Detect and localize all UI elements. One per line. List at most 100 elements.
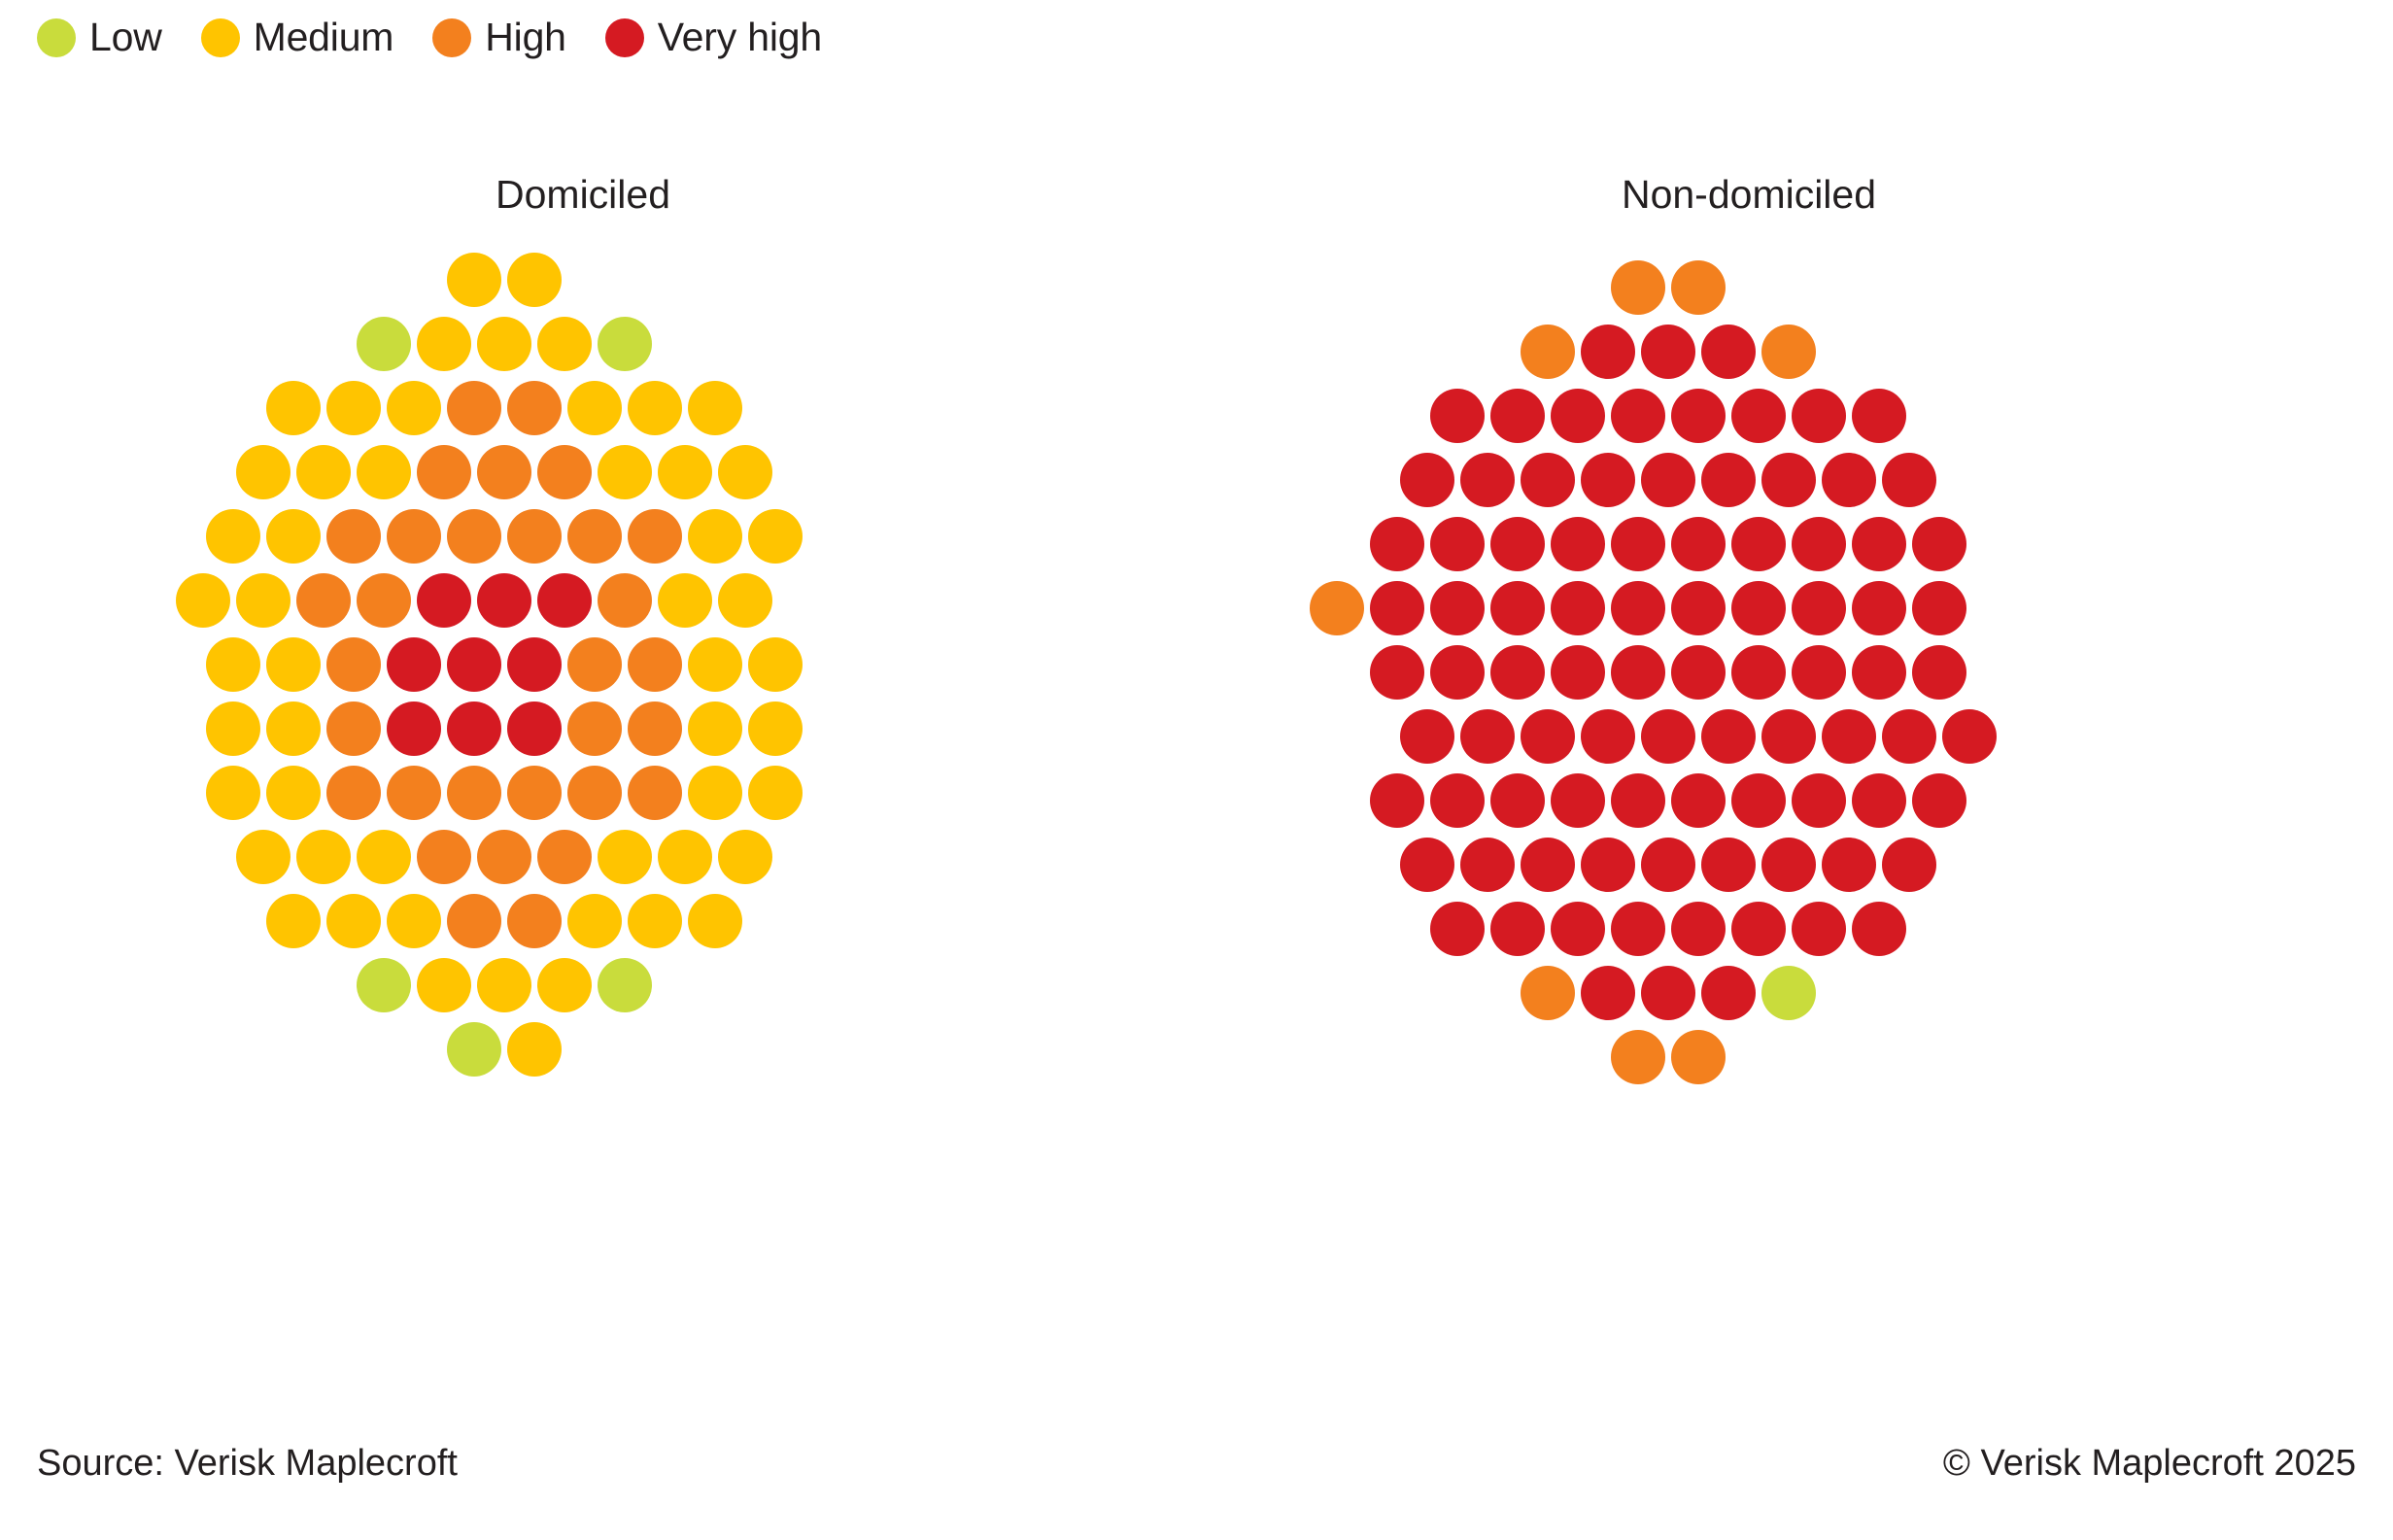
dot [1852,902,1906,956]
dot [507,253,562,307]
dot [1671,517,1726,571]
dot [326,509,381,564]
dot [357,830,411,884]
dot [266,894,321,948]
dot [447,509,501,564]
dot [1370,517,1424,571]
dot [1430,773,1485,828]
dot [1731,389,1786,443]
dot [326,381,381,435]
legend-swatch-high-icon [432,17,472,57]
dot [688,637,742,692]
dot [1521,709,1575,764]
dot [1792,645,1846,700]
dot [1761,325,1816,379]
dot [447,637,501,692]
dot [1701,453,1756,507]
legend-item-medium[interactable]: Medium [200,17,393,57]
legend-item-high[interactable]: High [432,17,566,57]
dot [567,637,622,692]
dot [658,830,712,884]
dot [1581,709,1635,764]
dot [1521,453,1575,507]
dot [1430,517,1485,571]
legend: Low Medium High Very high [37,17,861,57]
dot [1611,581,1665,635]
dot [1731,645,1786,700]
dot [537,445,592,499]
dot [1731,902,1786,956]
legend-item-low[interactable]: Low [37,17,162,57]
dot [1611,645,1665,700]
dot [447,894,501,948]
dot [1792,389,1846,443]
dot [477,317,531,371]
dot [628,702,682,756]
copyright-note: © Verisk Maplecroft 2025 [1942,1443,2356,1484]
dot [1641,966,1695,1020]
dot [1701,966,1756,1020]
dot [688,702,742,756]
dot [1641,838,1695,892]
dot [1611,902,1665,956]
legend-item-very_high[interactable]: Very high [604,17,822,57]
dot [567,509,622,564]
dot [296,830,351,884]
dot [1641,453,1695,507]
legend-swatch-low-icon [37,17,76,57]
dot [326,702,381,756]
dot [1581,966,1635,1020]
dot [1581,325,1635,379]
dot [266,381,321,435]
dot [1852,517,1906,571]
dot [1581,838,1635,892]
dot [1852,773,1906,828]
dot [417,573,471,628]
dot [1912,517,1966,571]
panel-title-domiciled: Domiciled [496,172,670,217]
dot [1551,773,1605,828]
dot [387,509,441,564]
dot [688,381,742,435]
legend-label-low: Low [89,15,162,59]
dot [598,573,652,628]
dot [1671,581,1726,635]
source-note: Source: Verisk Maplecroft [37,1443,458,1484]
dot [206,509,260,564]
dot [688,894,742,948]
dot [567,894,622,948]
dot [1551,389,1605,443]
dot [1701,325,1756,379]
dot [1671,773,1726,828]
dot [507,702,562,756]
dot [1761,966,1816,1020]
dot [567,766,622,820]
dot [1521,838,1575,892]
dot [598,830,652,884]
dot [447,381,501,435]
dot [387,766,441,820]
dot [387,381,441,435]
dot [537,830,592,884]
dot [1611,260,1665,315]
dot [387,637,441,692]
dot [1370,773,1424,828]
dot [598,317,652,371]
dot [326,766,381,820]
dot [447,766,501,820]
dot [598,445,652,499]
dot [1430,902,1485,956]
dot [507,894,562,948]
dot [718,573,772,628]
dot [387,894,441,948]
dot [1792,517,1846,571]
dot [658,573,712,628]
dot [598,958,652,1012]
dot [1430,645,1485,700]
dot [357,317,411,371]
dot [1521,966,1575,1020]
dot [1611,517,1665,571]
dot [296,573,351,628]
dot [1551,517,1605,571]
dot [1912,581,1966,635]
